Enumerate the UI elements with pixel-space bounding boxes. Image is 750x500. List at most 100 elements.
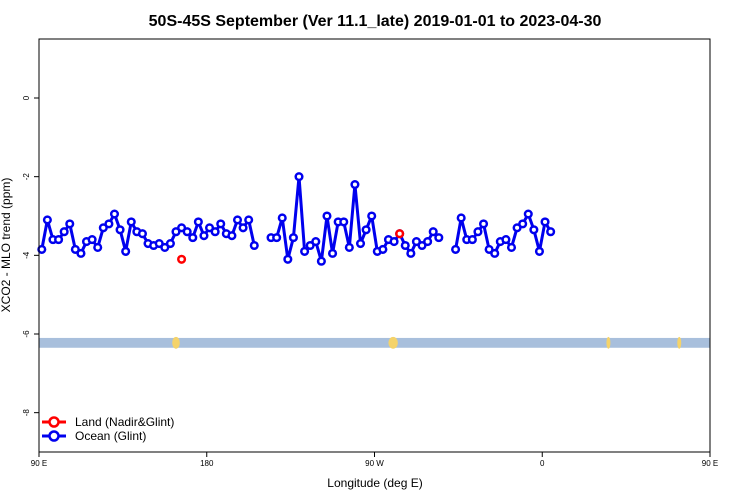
ocean-point-87: [546, 227, 556, 237]
ocean-point-32: [216, 219, 226, 229]
ocean-point-25: [177, 223, 187, 233]
legend-label-land: Land (Nadir&Glint): [75, 415, 174, 429]
ocean-point-56: [361, 225, 371, 235]
ocean-series-line-2: [454, 212, 552, 255]
x-tick-label-4: 90 E: [702, 459, 718, 468]
ocean-point-74: [473, 227, 483, 237]
ocean-point-23: [165, 238, 175, 249]
ocean-point-61: [389, 237, 399, 247]
ocean-point-14: [115, 225, 125, 235]
ocean-point-46: [305, 240, 315, 251]
ocean-point-26: [182, 227, 192, 237]
ocean-point-40: [272, 233, 282, 243]
legend-marker-land: [48, 416, 60, 428]
ocean-point-29: [199, 231, 209, 241]
ocean-point-43: [288, 233, 298, 243]
ocean-point-22: [160, 242, 170, 253]
ocean-point-66: [417, 240, 427, 251]
ocean-point-44: [294, 172, 304, 182]
ocean-point-82: [518, 219, 528, 229]
ocean-point-76: [484, 244, 494, 254]
land-segment-1: [388, 336, 398, 349]
y-tick-label-2: -4: [22, 251, 31, 259]
chart-title: 50S-45S September (Ver 11.1_late) 2019-0…: [149, 13, 602, 30]
ocean-point-4: [59, 227, 69, 237]
ocean-point-37: [244, 215, 254, 225]
ocean-point-6: [70, 244, 80, 254]
ocean-point-38: [249, 240, 259, 251]
ocean-point-50: [328, 248, 338, 258]
ocean-point-3: [54, 235, 64, 245]
legend: Land (Nadir&Glint)Ocean (Glint): [42, 415, 174, 443]
ocean-point-21: [154, 238, 164, 249]
ocean-point-53: [344, 242, 354, 253]
land-segment-3: [677, 336, 682, 349]
ocean-point-11: [98, 223, 108, 233]
ocean-point-49: [322, 211, 332, 221]
ocean-point-36: [238, 223, 248, 233]
ocean-point-24: [171, 227, 181, 237]
ocean-point-30: [204, 223, 215, 233]
ocean-point-52: [339, 217, 349, 227]
ocean-point-84: [529, 225, 539, 235]
land-point-1: [395, 229, 405, 239]
ocean-point-68: [428, 227, 438, 237]
land-segment-0: [172, 336, 180, 349]
x-tick-label-2: 90 W: [365, 459, 384, 468]
ocean-point-15: [121, 246, 131, 256]
ocean-point-57: [367, 211, 377, 221]
y-tick-label-3: -6: [22, 330, 31, 338]
ocean-point-54: [350, 179, 360, 190]
ocean-point-1: [42, 215, 52, 225]
ocean-point-63: [400, 240, 410, 251]
x-tick-label-3: 0: [540, 459, 545, 468]
ocean-point-35: [232, 215, 243, 225]
ocean-point-18: [137, 229, 147, 239]
ocean-point-48: [316, 256, 326, 266]
y-axis-label: XCO2 - MLO trend (ppm): [0, 178, 13, 313]
plot-area: 90 E 180 90 W 0 90 E 0 -2 -4 -6 -8: [22, 95, 718, 468]
ocean-point-70: [451, 244, 461, 254]
ocean-point-31: [210, 227, 220, 237]
land-segment-2: [606, 336, 611, 349]
ocean-point-64: [406, 248, 416, 258]
y-tick-label-4: -8: [22, 409, 31, 417]
ocean-point-13: [109, 209, 120, 219]
ocean-point-5: [65, 219, 75, 229]
ocean-point-73: [467, 235, 477, 245]
x-axis-label: Longitude (deg E): [327, 476, 422, 490]
ocean-point-79: [501, 235, 511, 245]
ocean-point-80: [506, 242, 517, 253]
land-ocean-band: [39, 337, 710, 348]
ocean-point-77: [490, 248, 500, 258]
ocean-point-81: [512, 223, 522, 233]
legend-marker-ocean: [48, 430, 60, 442]
ocean-point-42: [283, 254, 293, 264]
ocean-point-34: [227, 231, 237, 241]
ocean-point-7: [76, 248, 86, 258]
y-tick-label-0: 0: [22, 95, 31, 100]
ocean-point-69: [434, 233, 444, 243]
plot-frame: [38, 38, 711, 453]
ocean-point-71: [456, 213, 466, 223]
x-tick-label-0: 90 E: [31, 459, 47, 468]
ocean-point-10: [93, 242, 103, 253]
legend-label-ocean: Ocean (Glint): [75, 429, 146, 443]
ocean-series-line-1: [271, 175, 440, 263]
ocean-point-0: [37, 244, 47, 254]
ocean-point-67: [423, 237, 433, 247]
ocean-point-9: [87, 235, 97, 245]
ocean-point-41: [277, 213, 287, 223]
ocean-point-45: [300, 246, 310, 256]
ocean-point-12: [104, 219, 114, 229]
y-tick-label-1: -2: [22, 173, 31, 181]
x-tick-label-1: 180: [200, 459, 214, 468]
ocean-point-16: [126, 217, 136, 227]
ocean-point-28: [193, 217, 203, 227]
ocean-point-27: [188, 233, 198, 243]
ocean-point-55: [355, 238, 366, 249]
ocean-point-59: [378, 244, 388, 254]
ocean-point-75: [478, 219, 489, 229]
ocean-point-85: [534, 246, 545, 256]
